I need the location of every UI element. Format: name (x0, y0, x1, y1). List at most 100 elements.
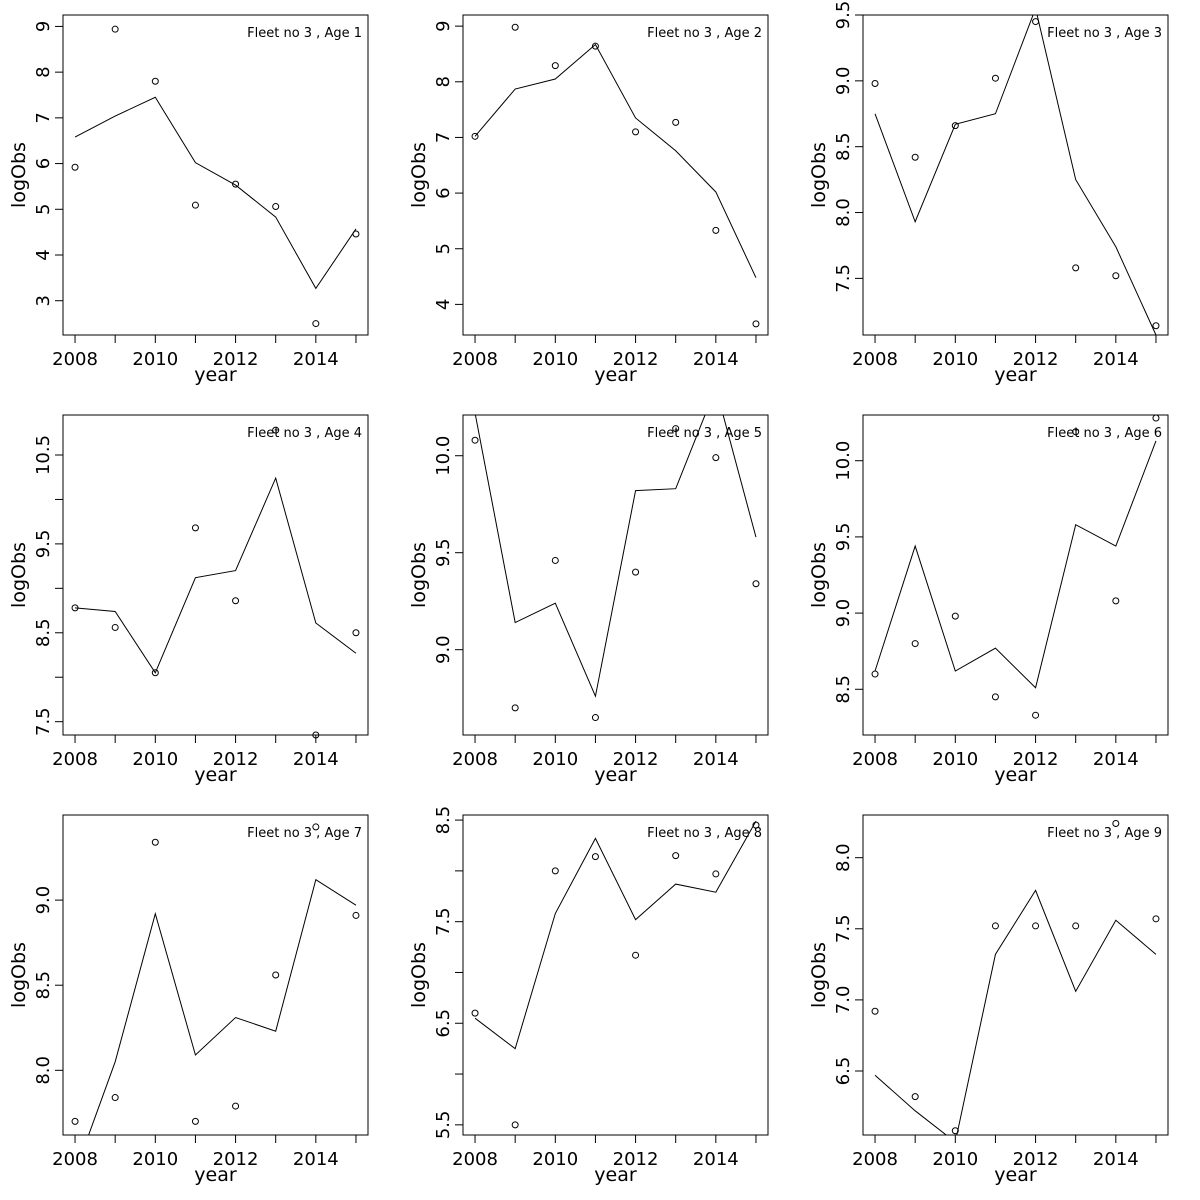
fitted-line (874, 889, 1157, 1135)
y-axis-label: logObs (8, 142, 30, 208)
observation-point (1112, 272, 1120, 280)
observation-point (1152, 414, 1160, 422)
plot-frame (462, 14, 769, 336)
x-tick-label: 2008 (452, 1149, 498, 1170)
chart-panel-9: 2008 2010 2012 2014 6.5 7.0 7.5 8.0 year logObs Fl… (808, 814, 1169, 1186)
x-tick-label: 2010 (932, 1149, 978, 1170)
y-tick-label: 9.5 (433, 538, 454, 567)
observation-point (911, 640, 919, 648)
y-tick-label: 9.0 (433, 635, 454, 664)
x-tick-label: 2012 (1013, 349, 1059, 370)
y-tick-label: 8 (33, 66, 54, 77)
observation-point (991, 693, 999, 701)
y-tick-label: 6.5 (433, 1009, 454, 1038)
observation-point (312, 731, 320, 739)
y-tick-label: 9.5 (833, 1, 854, 30)
y-tick-label: 8.0 (833, 198, 854, 227)
x-tick-label: 2010 (932, 349, 978, 370)
x-tick-label: 2014 (1093, 349, 1139, 370)
x-tick-label: 2008 (52, 749, 98, 770)
observation-point (1032, 711, 1040, 719)
x-axis-label: year (594, 764, 637, 786)
y-tick-label: 8.5 (433, 806, 454, 835)
x-tick-label: 2012 (213, 349, 259, 370)
panel-title: Fleet no 3 , Age 3 (1047, 26, 1162, 41)
fitted-line (88, 878, 357, 1135)
plot-frame (862, 414, 1169, 736)
x-axis-label: year (194, 764, 237, 786)
y-tick-label: 10.0 (833, 441, 854, 481)
x-tick-label: 2014 (693, 749, 739, 770)
y-tick-label: 6 (433, 187, 454, 198)
observation-point (111, 25, 119, 33)
observation-point (871, 1007, 879, 1015)
observation-point (111, 1094, 119, 1102)
x-tick-label: 2012 (613, 349, 659, 370)
observation-point (1072, 922, 1080, 930)
observation-point (672, 852, 680, 860)
x-tick-label: 2008 (52, 349, 98, 370)
observation-point (1072, 428, 1080, 436)
panel-title: Fleet no 3 , Age 2 (647, 26, 762, 41)
x-tick-label: 2012 (213, 1149, 259, 1170)
observation-point (151, 838, 159, 846)
observation-point (232, 597, 240, 605)
observation-point (471, 1009, 479, 1017)
observation-point (511, 23, 519, 31)
x-tick-label: 2012 (213, 749, 259, 770)
plot-frame (62, 814, 369, 1136)
chart-panel-3: 2008 2010 2012 2014 7.5 8.0 8.5 9.0 9.5 year logOb… (808, 1, 1169, 386)
observation-point (1032, 922, 1040, 930)
observation-point (471, 132, 479, 140)
x-tick-label: 2010 (532, 349, 578, 370)
plot-frame (862, 814, 1169, 1136)
observation-point (511, 1121, 519, 1129)
y-tick-label: 9.0 (833, 67, 854, 96)
chart-panel-7: 2008 2010 2012 2014 8.0 8.5 9.0 year logObs Fleet… (8, 814, 369, 1186)
panel-title: Fleet no 3 , Age 8 (647, 826, 762, 841)
y-tick-label: 8 (433, 76, 454, 87)
observation-point (191, 1117, 199, 1125)
observation-point (551, 62, 559, 70)
x-tick-label: 2010 (932, 749, 978, 770)
y-tick-label: 8.0 (33, 1056, 54, 1085)
x-tick-label: 2008 (852, 349, 898, 370)
x-tick-label: 2014 (1093, 749, 1139, 770)
y-tick-label: 10.0 (433, 436, 454, 476)
y-tick-label: 5 (33, 204, 54, 215)
observation-point (951, 612, 959, 620)
x-tick-label: 2014 (693, 1149, 739, 1170)
x-tick-label: 2010 (132, 1149, 178, 1170)
y-tick-label: 9 (33, 21, 54, 32)
observation-point (71, 604, 79, 612)
observation-point (232, 180, 240, 188)
observation-point (511, 704, 519, 712)
y-tick-label: 7.5 (833, 914, 854, 943)
x-tick-label: 2012 (1013, 749, 1059, 770)
panel-title: Fleet no 3 , Age 4 (247, 426, 362, 441)
observation-point (951, 1127, 959, 1135)
observation-point (151, 669, 159, 677)
plot-frame (462, 814, 769, 1136)
fitted-line (74, 96, 357, 290)
observation-point (911, 1093, 919, 1101)
x-tick-label: 2014 (293, 1149, 339, 1170)
x-tick-label: 2014 (693, 349, 739, 370)
y-tick-label: 7.5 (33, 707, 54, 736)
observation-point (991, 922, 999, 930)
y-axis-label: logObs (808, 142, 830, 208)
observation-point (1112, 597, 1120, 605)
observation-point (1152, 322, 1160, 330)
chart-panel-2: 2008 2010 2012 2014 4 5 6 7 8 9 year logObs Fleet no… (408, 14, 769, 386)
observation-point (232, 1102, 240, 1110)
y-tick-label: 8.5 (33, 971, 54, 1000)
observation-point (672, 425, 680, 433)
observation-point (471, 436, 479, 444)
observation-point (632, 568, 640, 576)
y-tick-label: 7.5 (833, 264, 854, 293)
y-tick-label: 9.5 (833, 523, 854, 552)
y-tick-label: 7.5 (433, 907, 454, 936)
x-tick-label: 2012 (613, 1149, 659, 1170)
plot-frame (462, 414, 769, 736)
